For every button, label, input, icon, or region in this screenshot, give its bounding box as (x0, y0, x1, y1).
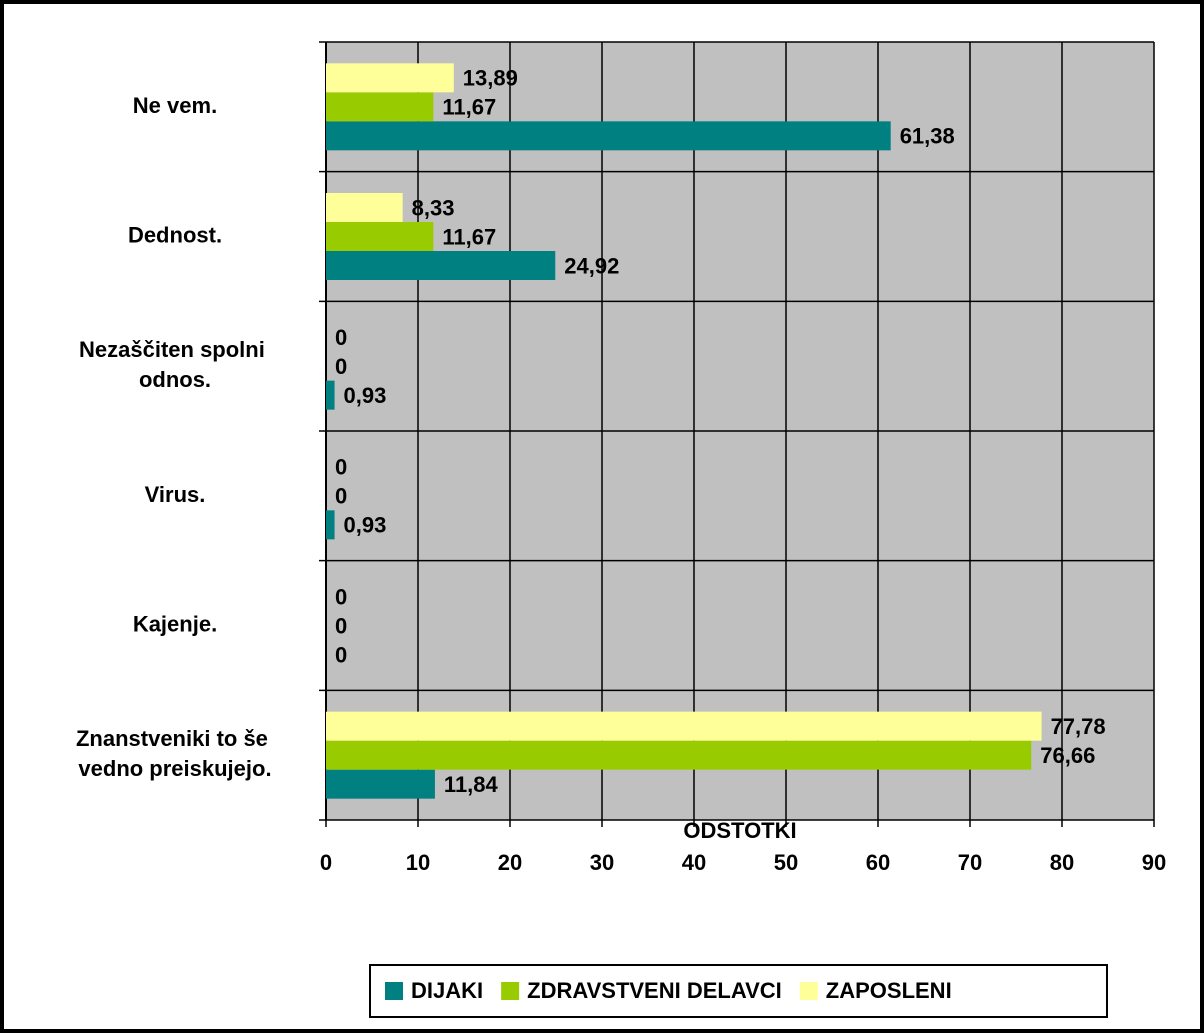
data-label: 0 (335, 642, 347, 667)
bar (326, 769, 435, 799)
data-label: 0 (335, 584, 347, 609)
bar (326, 63, 454, 93)
bar (326, 251, 556, 280)
bar (326, 92, 434, 122)
data-label: 11,67 (442, 224, 496, 249)
x-tick-label: 50 (774, 850, 798, 875)
data-label: 0 (335, 325, 347, 350)
data-label: 0 (335, 455, 347, 480)
x-tick-label: 80 (1050, 850, 1074, 875)
data-label: 61,38 (900, 124, 955, 149)
data-label: 0 (335, 613, 347, 638)
data-label: 11,84 (444, 772, 499, 797)
legend-swatch (501, 982, 520, 1000)
bar (326, 740, 1032, 770)
data-label: 0,93 (344, 383, 387, 408)
bar (326, 121, 891, 151)
bar (326, 222, 434, 251)
data-label: 8,33 (412, 195, 455, 220)
y-tick-label: Nezaščiten spolni odnos. (79, 337, 271, 392)
x-tick-label: 30 (590, 850, 614, 875)
bar (326, 510, 335, 540)
y-tick-label: Kajenje. (133, 611, 217, 636)
data-label: 76,66 (1040, 743, 1095, 768)
y-tick-label: Virus. (145, 482, 206, 507)
y-tick-label: Ne vem. (133, 93, 217, 118)
bar (326, 711, 1042, 741)
data-label: 0 (335, 484, 347, 509)
data-label: 11,67 (442, 95, 496, 120)
data-label: 0 (335, 354, 347, 379)
legend: DIJAKI ZDRAVSTVENI DELAVCI ZAPOSLENI (369, 964, 1108, 1018)
x-tick-label: 20 (498, 850, 522, 875)
data-label: 24,92 (564, 253, 619, 278)
y-tick-label: Dednost. (128, 222, 222, 247)
x-axis-label: ODSTOTKI (683, 818, 796, 843)
data-label: 13,89 (463, 66, 518, 91)
bar (326, 193, 403, 222)
x-tick-label: 40 (682, 850, 706, 875)
x-tick-label: 90 (1142, 850, 1166, 875)
data-label: 77,78 (1051, 714, 1106, 739)
x-tick-label: 10 (406, 850, 430, 875)
legend-label: DIJAKI (411, 978, 483, 1003)
bar (326, 380, 335, 410)
y-tick-label: Znanstveniki to še vedno preiskujejo. (76, 726, 274, 781)
x-tick-label: 0 (320, 850, 332, 875)
legend-swatch (385, 982, 403, 1000)
legend-swatch (799, 982, 818, 1000)
legend-box (369, 964, 1108, 1018)
x-tick-label: 60 (866, 850, 890, 875)
legend-label: ZAPOSLENI (826, 978, 952, 1003)
legend-label: ZDRAVSTVENI DELAVCI (527, 978, 782, 1003)
data-label: 0,93 (344, 513, 387, 538)
x-tick-label: 70 (958, 850, 982, 875)
